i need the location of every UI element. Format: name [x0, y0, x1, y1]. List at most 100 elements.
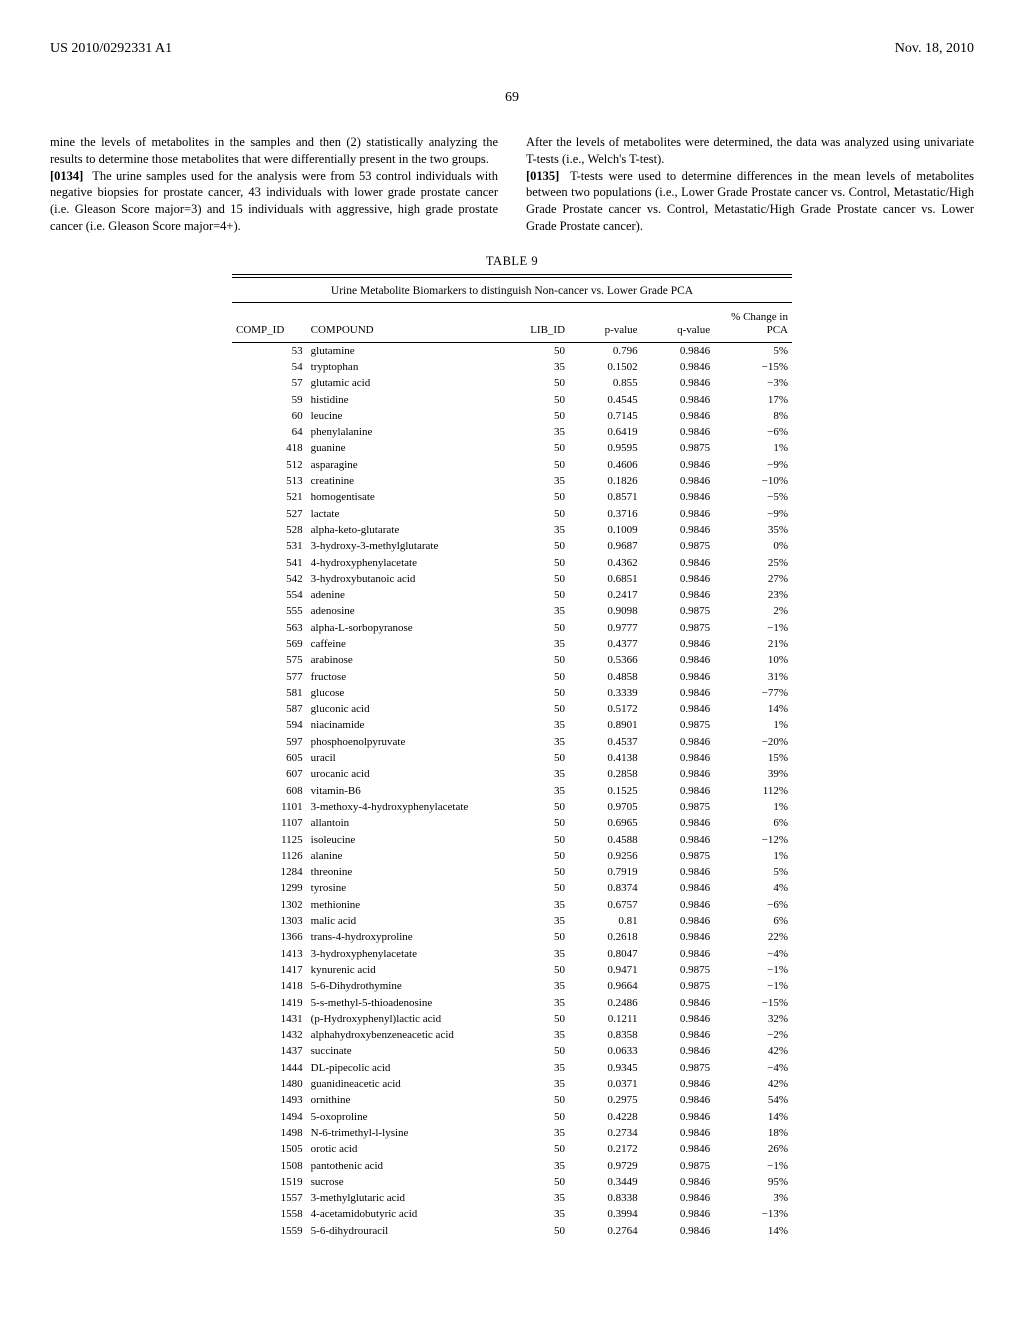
- table-cell: 597: [232, 734, 307, 750]
- table-cell: 555: [232, 603, 307, 619]
- table-cell: 1557: [232, 1190, 307, 1206]
- table-cell: 35: [502, 717, 569, 733]
- table-cell: 0.2764: [569, 1223, 642, 1239]
- table-row: 1417kynurenic acid500.94710.9875−1%: [232, 962, 792, 978]
- table-cell: 0.9846: [642, 359, 715, 375]
- table-cell: −2%: [714, 1027, 792, 1043]
- table-cell: 0.2975: [569, 1092, 642, 1108]
- table-cell: 0.796: [569, 342, 642, 359]
- table-row: 64phenylalanine350.64190.9846−6%: [232, 424, 792, 440]
- table-cell: 563: [232, 620, 307, 636]
- table-cell: 50: [502, 408, 569, 424]
- table-cell: 50: [502, 1092, 569, 1108]
- table-cell: glucose: [307, 685, 502, 701]
- paragraph-text: T-tests were used to determine differenc…: [526, 169, 974, 234]
- table-cell: 3-methylglutaric acid: [307, 1190, 502, 1206]
- table-cell: 35: [502, 946, 569, 962]
- table-cell: 1558: [232, 1206, 307, 1222]
- table-cell: 5%: [714, 864, 792, 880]
- table-cell: 605: [232, 750, 307, 766]
- table-cell: 569: [232, 636, 307, 652]
- table-cell: 50: [502, 652, 569, 668]
- table-cell: 0.1502: [569, 359, 642, 375]
- table-cell: 0.9471: [569, 962, 642, 978]
- table-cell: 32%: [714, 1011, 792, 1027]
- table-cell: 0.9846: [642, 685, 715, 701]
- table-cell: 4%: [714, 880, 792, 896]
- table-cell: 50: [502, 1011, 569, 1027]
- table-cell: 53: [232, 342, 307, 359]
- table-cell: 50: [502, 1223, 569, 1239]
- table-row: 60leucine500.71450.98468%: [232, 408, 792, 424]
- table-cell: pantothenic acid: [307, 1158, 502, 1174]
- table-cell: 587: [232, 701, 307, 717]
- table-cell: 608: [232, 783, 307, 799]
- paragraph-label: [0135]: [526, 169, 559, 183]
- table-subtitle: Urine Metabolite Biomarkers to distingui…: [232, 282, 792, 302]
- table-body: 53glutamine500.7960.98465%54tryptophan35…: [232, 342, 792, 1239]
- table-cell: 50: [502, 848, 569, 864]
- table-cell: 0.1525: [569, 783, 642, 799]
- table-cell: 0.9846: [642, 913, 715, 929]
- table-row: 1125isoleucine500.45880.9846−12%: [232, 832, 792, 848]
- table-row: 1431(p-Hydroxyphenyl)lactic acid500.1211…: [232, 1011, 792, 1027]
- table-cell: 14%: [714, 1223, 792, 1239]
- table-cell: 50: [502, 555, 569, 571]
- table-cell: 0.9875: [642, 717, 715, 733]
- table-cell: 0.0371: [569, 1076, 642, 1092]
- table-cell: N-6-trimethyl-l-lysine: [307, 1125, 502, 1141]
- table-header-row: COMP_ID COMPOUND LIB_ID p-value q-value …: [232, 307, 792, 342]
- table-cell: −1%: [714, 978, 792, 994]
- table-cell: 50: [502, 929, 569, 945]
- table-row: 15595-6-dihydrouracil500.27640.984614%: [232, 1223, 792, 1239]
- table-cell: adenosine: [307, 603, 502, 619]
- table-cell: −9%: [714, 506, 792, 522]
- table-cell: 0.9846: [642, 1092, 715, 1108]
- table-cell: 35: [502, 1125, 569, 1141]
- table-cell: alpha-keto-glutarate: [307, 522, 502, 538]
- table-row: 57glutamic acid500.8550.9846−3%: [232, 375, 792, 391]
- table-cell: malic acid: [307, 913, 502, 929]
- table-cell: asparagine: [307, 457, 502, 473]
- table-cell: 0.4606: [569, 457, 642, 473]
- table-cell: tyrosine: [307, 880, 502, 896]
- table-cell: 5-6-dihydrouracil: [307, 1223, 502, 1239]
- table-cell: 0.9846: [642, 1027, 715, 1043]
- table-row: 587gluconic acid500.51720.984614%: [232, 701, 792, 717]
- table-9: TABLE 9 Urine Metabolite Biomarkers to d…: [232, 253, 792, 1239]
- paragraph-right-1: After the levels of metabolites were det…: [526, 134, 974, 168]
- table-cell: 14%: [714, 701, 792, 717]
- table-cell: 0.9846: [642, 929, 715, 945]
- page-header: US 2010/0292331 A1 Nov. 18, 2010: [50, 40, 974, 59]
- table-row: 577fructose500.48580.984631%: [232, 669, 792, 685]
- table-cell: 5%: [714, 342, 792, 359]
- table-cell: 0.0633: [569, 1043, 642, 1059]
- table-cell: 0.6965: [569, 815, 642, 831]
- table-cell: 0.9846: [642, 1076, 715, 1092]
- table-row: 563alpha-L-sorbopyranose500.97770.9875−1…: [232, 620, 792, 636]
- table-cell: 0.4362: [569, 555, 642, 571]
- table-cell: 35: [502, 734, 569, 750]
- table-cell: 50: [502, 1109, 569, 1125]
- table-cell: 31%: [714, 669, 792, 685]
- table-cell: 607: [232, 766, 307, 782]
- table-cell: 5-6-Dihydrothymine: [307, 978, 502, 994]
- left-column: mine the levels of metabolites in the sa…: [50, 134, 498, 235]
- col-libid: LIB_ID: [502, 307, 569, 342]
- table-cell: urocanic acid: [307, 766, 502, 782]
- table-cell: 0.9875: [642, 440, 715, 456]
- table-cell: 50: [502, 489, 569, 505]
- table-row: 1493ornithine500.29750.984654%: [232, 1092, 792, 1108]
- table-cell: 0.9875: [642, 962, 715, 978]
- table-cell: 50: [502, 1141, 569, 1157]
- table-cell: −6%: [714, 897, 792, 913]
- table-row: 1437succinate500.06330.984642%: [232, 1043, 792, 1059]
- table-cell: 531: [232, 538, 307, 554]
- table-cell: fructose: [307, 669, 502, 685]
- table-cell: 1508: [232, 1158, 307, 1174]
- table-cell: 50: [502, 701, 569, 717]
- table-cell: methionine: [307, 897, 502, 913]
- table-cell: 0.6851: [569, 571, 642, 587]
- table-cell: 1498: [232, 1125, 307, 1141]
- table-cell: 0.9846: [642, 1206, 715, 1222]
